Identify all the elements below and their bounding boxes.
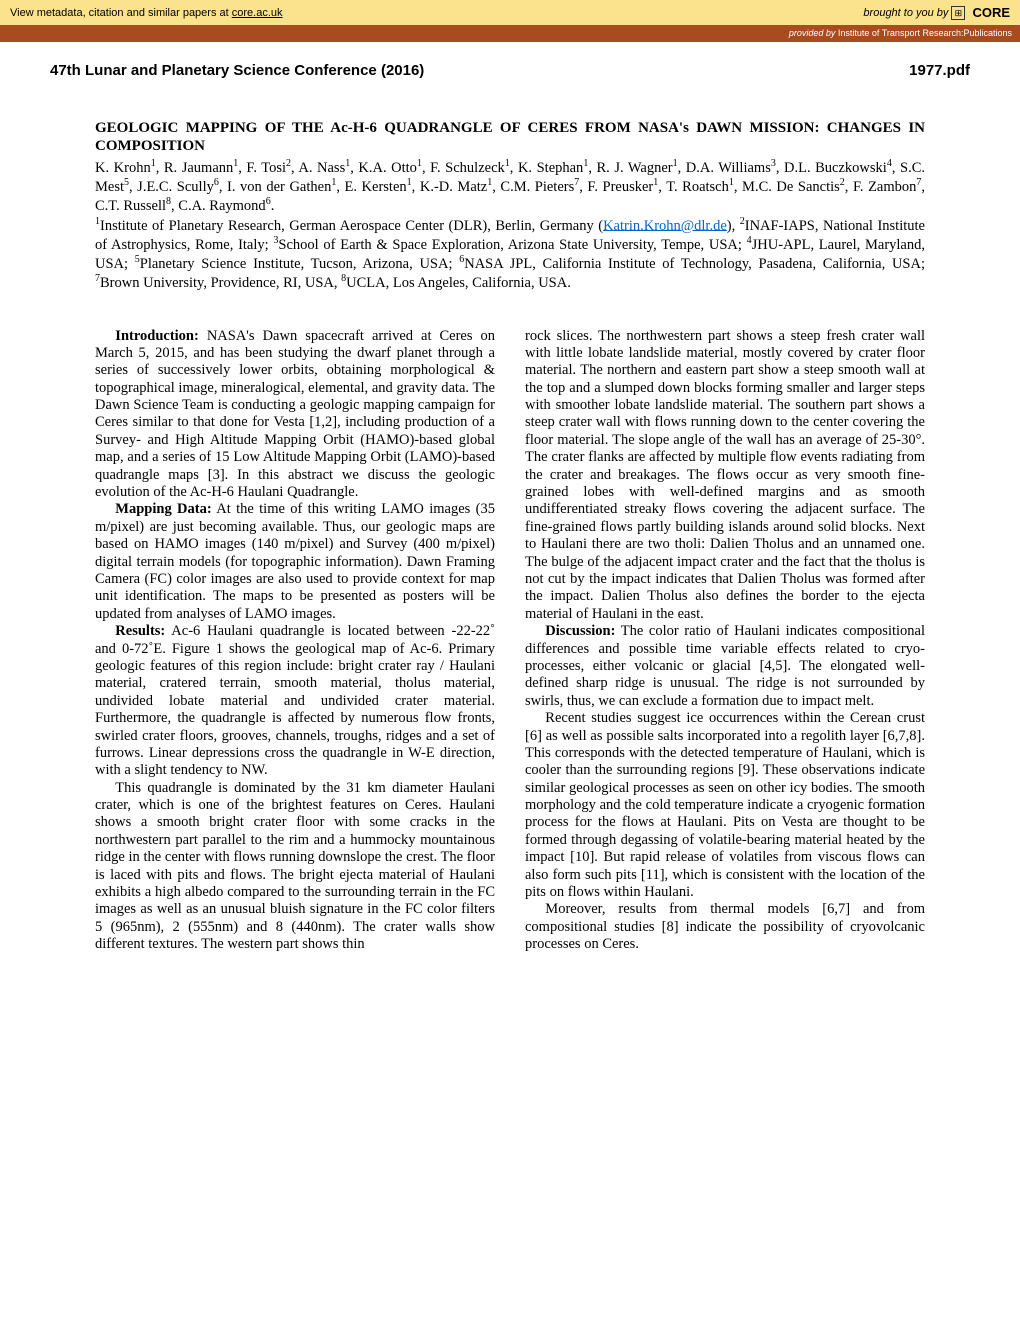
core-link[interactable]: core.ac.uk	[232, 7, 283, 19]
para-col2-p1: rock slices. The northwestern part shows…	[525, 328, 925, 624]
para-discussion3: Moreover, results from thermal models [6…	[525, 901, 925, 953]
intro-body: NASA's Dawn spacecraft arrived at Ceres …	[95, 328, 495, 501]
email-link[interactable]: Katrin.Krohn@dlr.de	[603, 217, 727, 233]
body-columns: Introduction: NASA's Dawn spacecraft arr…	[50, 328, 970, 954]
para-discussion1: Discussion: The color ratio of Haulani i…	[525, 623, 925, 710]
provider-banner: provided by Institute of Transport Resea…	[0, 25, 1020, 42]
para-results1: Results: Ac-6 Haulani quadrangle is loca…	[95, 623, 495, 780]
paper-title: GEOLOGIC MAPPING OF THE Ac-H-6 QUADRANGL…	[95, 119, 925, 155]
brought-by-text: brought to you by	[863, 7, 948, 19]
discussion-heading: Discussion:	[545, 623, 615, 639]
para-results2: This quadrangle is dominated by the 31 k…	[95, 780, 495, 954]
pdf-name: 1977.pdf	[909, 62, 970, 79]
provided-by-prefix: provided by	[789, 28, 838, 38]
affiliations: 1Institute of Planetary Research, German…	[95, 216, 925, 293]
para-discussion2: Recent studies suggest ice occurrences w…	[525, 710, 925, 901]
provider-name: Institute of Transport Research:Publicat…	[838, 28, 1012, 38]
para-mapping: Mapping Data: At the time of this writin…	[95, 501, 495, 623]
paper-header: 47th Lunar and Planetary Science Confere…	[50, 62, 970, 79]
column-right: rock slices. The northwestern part shows…	[525, 328, 925, 954]
results-body1: Ac-6 Haulani quadrangle is located betwe…	[95, 623, 495, 778]
core-brand[interactable]: CORE	[972, 5, 1010, 20]
mapping-heading: Mapping Data:	[115, 501, 211, 517]
authors: K. Krohn1, R. Jaumann1, F. Tosi2, A. Nas…	[95, 158, 925, 216]
banner-text: View metadata, citation and similar pape…	[10, 7, 232, 19]
banner-left: View metadata, citation and similar pape…	[10, 7, 283, 19]
intro-heading: Introduction:	[115, 328, 199, 344]
results-heading: Results:	[115, 623, 165, 639]
column-left: Introduction: NASA's Dawn spacecraft arr…	[95, 328, 495, 954]
abstract-block: GEOLOGIC MAPPING OF THE Ac-H-6 QUADRANGL…	[50, 119, 970, 293]
core-icon: ⊞	[951, 6, 965, 20]
page-content: 47th Lunar and Planetary Science Confere…	[0, 42, 1020, 994]
banner-right: brought to you by ⊞ CORE	[863, 5, 1010, 20]
conference-name: 47th Lunar and Planetary Science Confere…	[50, 62, 424, 79]
mapping-body: At the time of this writing LAMO images …	[95, 501, 495, 621]
para-intro: Introduction: NASA's Dawn spacecraft arr…	[95, 328, 495, 502]
metadata-banner: View metadata, citation and similar pape…	[0, 0, 1020, 25]
